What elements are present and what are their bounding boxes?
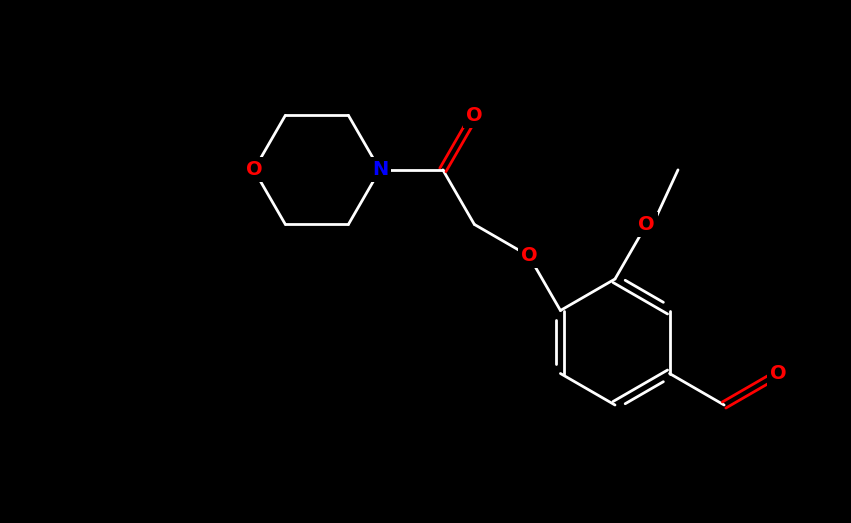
- Text: O: O: [770, 364, 787, 383]
- Text: N: N: [372, 161, 388, 179]
- Text: O: O: [521, 246, 537, 266]
- Text: O: O: [466, 106, 483, 125]
- Text: O: O: [638, 215, 654, 234]
- Text: O: O: [246, 161, 262, 179]
